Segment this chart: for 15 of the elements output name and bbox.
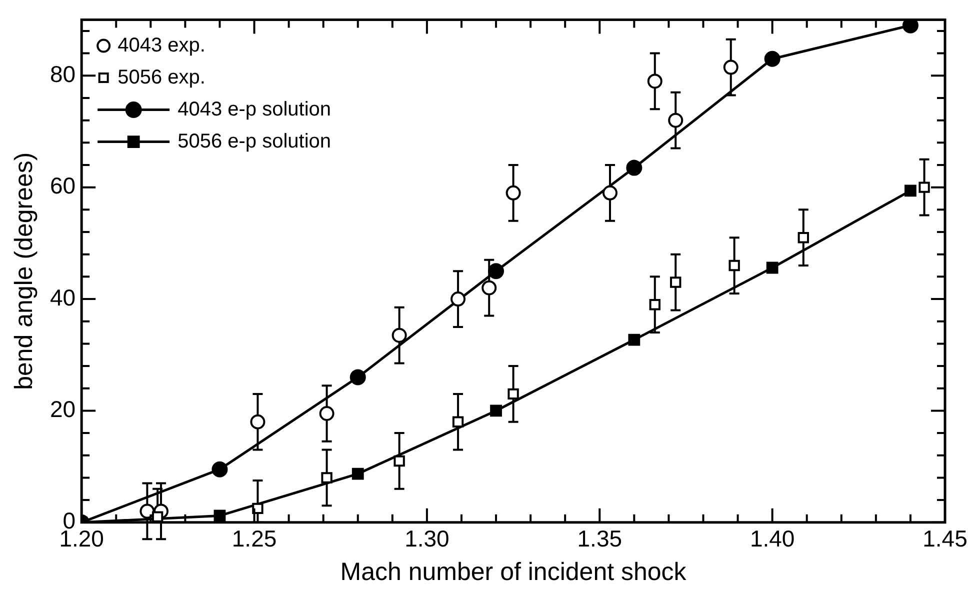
legend-label: 5056 exp. — [118, 66, 206, 88]
x-tick-label: 1.25 — [232, 526, 277, 552]
x-axis-title: Mach number of incident shock — [340, 558, 687, 586]
x-tick-label: 1.45 — [922, 526, 968, 552]
y-tick-label: 40 — [50, 284, 76, 310]
legend-label: 5056 e-p solution — [178, 130, 332, 152]
x-tick-label: 1.40 — [750, 526, 795, 552]
x-tick-label: 1.35 — [577, 526, 622, 552]
x-tick-label: 1.30 — [404, 526, 450, 552]
y-tick-label: 60 — [50, 172, 76, 199]
y-axis-title: bend angle (degrees) — [10, 152, 38, 390]
legend-label: 4043 e-p solution — [178, 98, 332, 120]
legend-label: 4043 exp. — [118, 34, 206, 56]
y-tick-label: 20 — [50, 396, 76, 422]
y-tick-label: 80 — [50, 60, 76, 87]
